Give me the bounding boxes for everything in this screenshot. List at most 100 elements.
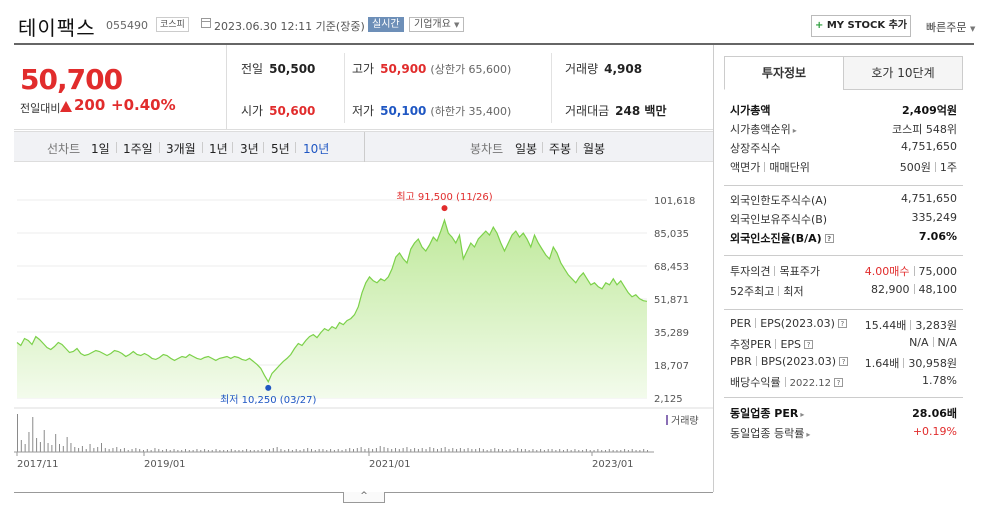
open-value: 50,600 — [269, 104, 316, 118]
help-icon[interactable]: ? — [839, 357, 849, 366]
period-5y[interactable]: 5년 — [271, 142, 290, 156]
period-3y[interactable]: 3년 — [240, 142, 259, 156]
eps-value: 3,283원 — [915, 319, 957, 332]
low-marker — [265, 384, 272, 391]
shares-row: 상장주식수 4,751,650 — [730, 140, 957, 158]
period-separator — [116, 142, 117, 153]
volume-bar — [196, 449, 198, 452]
volume-bar — [601, 450, 603, 452]
amount-label: 거래대금 — [565, 104, 610, 118]
candle-daily[interactable]: 일봉 — [515, 142, 538, 156]
price-chart[interactable]: 101,618 85,035 68,453 51,871 35,289 18,707 2,1… — [14, 186, 713, 472]
volume-bar — [269, 449, 270, 452]
unit-label: 매매단위 — [769, 161, 810, 174]
separator — [910, 320, 912, 330]
period-3m[interactable]: 3개월 — [166, 142, 196, 156]
quick-order-button[interactable]: 빠른주문 ▼ — [926, 19, 975, 35]
volume-bar — [89, 444, 91, 452]
volume-bar — [448, 449, 450, 452]
target-value: 75,000 — [918, 265, 958, 278]
period-1w[interactable]: 1주일 — [123, 142, 153, 156]
price-chart-svg: 101,618 85,035 68,453 51,871 35,289 18,707 2,1… — [14, 191, 713, 470]
change-percent: +0.40% — [111, 96, 176, 114]
volume-bar — [341, 450, 343, 452]
volume-bar — [505, 450, 507, 452]
foreign-limit-row: 외국인한도주식수(A) 4,751,650 — [730, 192, 957, 210]
volume-bar — [524, 449, 526, 452]
volume-bar — [146, 449, 148, 452]
volume-bar — [154, 448, 156, 452]
candle-monthly[interactable]: 월봉 — [583, 142, 606, 156]
peer-rate-value: +0.19% — [912, 425, 957, 438]
separator — [913, 266, 915, 276]
market-cap-rank-value: 코스피 548위 — [892, 123, 957, 136]
period-1y[interactable]: 1년 — [209, 142, 228, 156]
volume-bar — [433, 448, 435, 452]
company-overview-button[interactable]: 기업개요 ▼ — [409, 17, 465, 32]
volume-bar — [356, 448, 358, 452]
volume-bar — [284, 450, 286, 452]
candle-weekly[interactable]: 주봉 — [549, 142, 572, 156]
x-tick-label: 2017/11 — [17, 459, 59, 470]
volume-bar — [272, 448, 274, 452]
help-icon[interactable]: ? — [804, 340, 814, 349]
peer-per-row[interactable]: 동일업종 PER ▸ 28.06배 — [730, 405, 957, 423]
volume-bar — [494, 448, 496, 452]
separator — [775, 339, 777, 349]
help-icon[interactable]: ? — [824, 234, 834, 243]
volume-bar — [333, 450, 335, 452]
price-summary: 50,700 전일대비 200 +0.40% — [14, 45, 226, 130]
period-10y[interactable]: 10년 — [303, 142, 330, 156]
mystock-add-button[interactable]: + MY STOCK 추가 — [811, 15, 911, 37]
volume-bar — [627, 450, 629, 452]
quote-datetime: 2023.06.30 12:11 기준(장중) — [214, 20, 365, 33]
target-label: 목표주가 — [779, 265, 820, 278]
help-icon[interactable]: ? — [833, 378, 843, 387]
volume-bar — [192, 450, 194, 452]
volume-bar — [169, 450, 171, 452]
volume-bar — [261, 449, 263, 452]
tab-invest-info[interactable]: 투자정보 — [724, 56, 844, 90]
volume-bar — [372, 449, 374, 452]
volume-bar — [486, 450, 488, 452]
volume-bar — [608, 449, 610, 452]
opinion-section: 투자의견 목표주가 4.00매수 75,000 52주최고 최저 82,900 48,1… — [724, 256, 963, 310]
help-icon[interactable]: ? — [837, 319, 847, 328]
tab-quote-10[interactable]: 호가 10단계 — [843, 56, 963, 90]
volume-bar — [257, 450, 259, 452]
volume-bar — [322, 449, 324, 452]
volume-bar — [402, 448, 404, 452]
period-toolbar: 선차트 1일 1주일 3개월 1년 3년 5년 10년 봉차트 일봉 주봉 월봉 — [14, 131, 713, 162]
volume-bar — [471, 449, 473, 452]
volume-bar — [593, 450, 595, 452]
volume-bar — [120, 449, 122, 452]
realtime-badge[interactable]: 실시간 — [368, 17, 404, 32]
peer-rate-row[interactable]: 동일업종 등락률 ▸ +0.19% — [730, 425, 957, 443]
dividend-row: 배당수익률 2022.12? 1.78% — [730, 374, 957, 392]
volume-bar — [467, 448, 469, 452]
volume-bar — [540, 449, 542, 452]
y-tick-label: 2,125 — [654, 394, 683, 405]
high-value: 50,900 — [380, 62, 427, 76]
volume-bar — [265, 450, 267, 452]
volume-bar — [204, 449, 206, 452]
volume-bar — [55, 434, 57, 452]
est-per-row: 추정PER EPS? N/A N/A — [730, 336, 957, 354]
est-per-value: N/A — [909, 336, 929, 349]
market-cap-rank-row[interactable]: 시가총액순위 ▸ 코스피 548위 — [730, 121, 957, 139]
volume-label: 거래량 — [565, 62, 599, 76]
period-1d[interactable]: 1일 — [91, 142, 110, 156]
period-separator — [202, 142, 203, 153]
foreign-own-row: 외국인보유주식수(B) 335,249 — [730, 211, 957, 229]
volume-bar — [253, 450, 255, 452]
candle-chart-label: 봉차트 — [470, 142, 504, 156]
per-eps-row: PER EPS(2023.03)? 15.44배 3,283원 — [730, 317, 957, 335]
volume-bar — [227, 450, 228, 452]
volume-bar — [51, 445, 53, 452]
collapse-toggle-button[interactable]: ^ — [343, 492, 385, 503]
volume-bar — [582, 450, 584, 452]
volume-bar — [28, 432, 30, 452]
volume-bar — [398, 449, 400, 452]
volume-bar — [440, 448, 442, 452]
volume-bar — [643, 449, 645, 452]
